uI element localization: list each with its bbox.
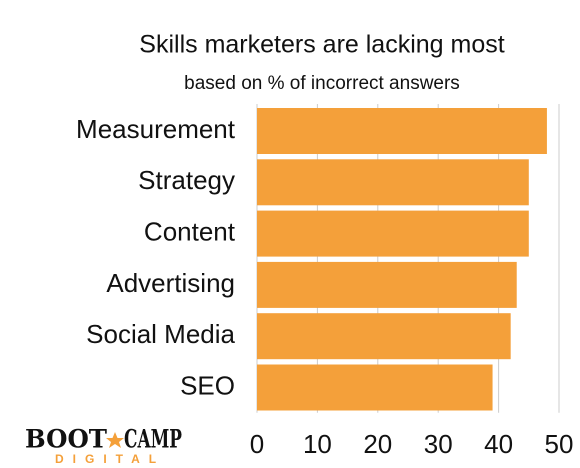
x-tick-label: 40: [484, 429, 513, 459]
y-tick-label: Advertising: [106, 268, 235, 298]
logo-star: [106, 432, 124, 448]
logo-subtext: DIGITAL: [55, 452, 165, 466]
y-tick-label: SEO: [180, 370, 235, 400]
bar: [257, 313, 511, 360]
x-tick-label: 50: [545, 429, 574, 459]
x-tick-label: 0: [250, 429, 264, 459]
y-tick-label: Measurement: [76, 114, 236, 144]
bar: [257, 364, 493, 411]
logo-text: BOOT: [25, 425, 107, 454]
x-tick-label: 20: [363, 429, 392, 459]
logo-text: CAMP: [124, 425, 182, 454]
y-tick-label: Strategy: [138, 165, 235, 195]
bar: [257, 261, 517, 308]
bar: [257, 210, 529, 257]
logo: BOOT CAMP DIGITAL: [25, 425, 182, 467]
bar: [257, 159, 529, 206]
chart-title: Skills marketers are lacking most: [139, 31, 504, 59]
chart-subtitle: based on % of incorrect answers: [184, 73, 460, 94]
bar: [257, 108, 547, 154]
x-tick-label: 10: [303, 429, 332, 459]
x-tick-label: 30: [424, 429, 453, 459]
y-tick-label: Social Media: [86, 319, 235, 349]
y-tick-label: Content: [144, 216, 236, 246]
